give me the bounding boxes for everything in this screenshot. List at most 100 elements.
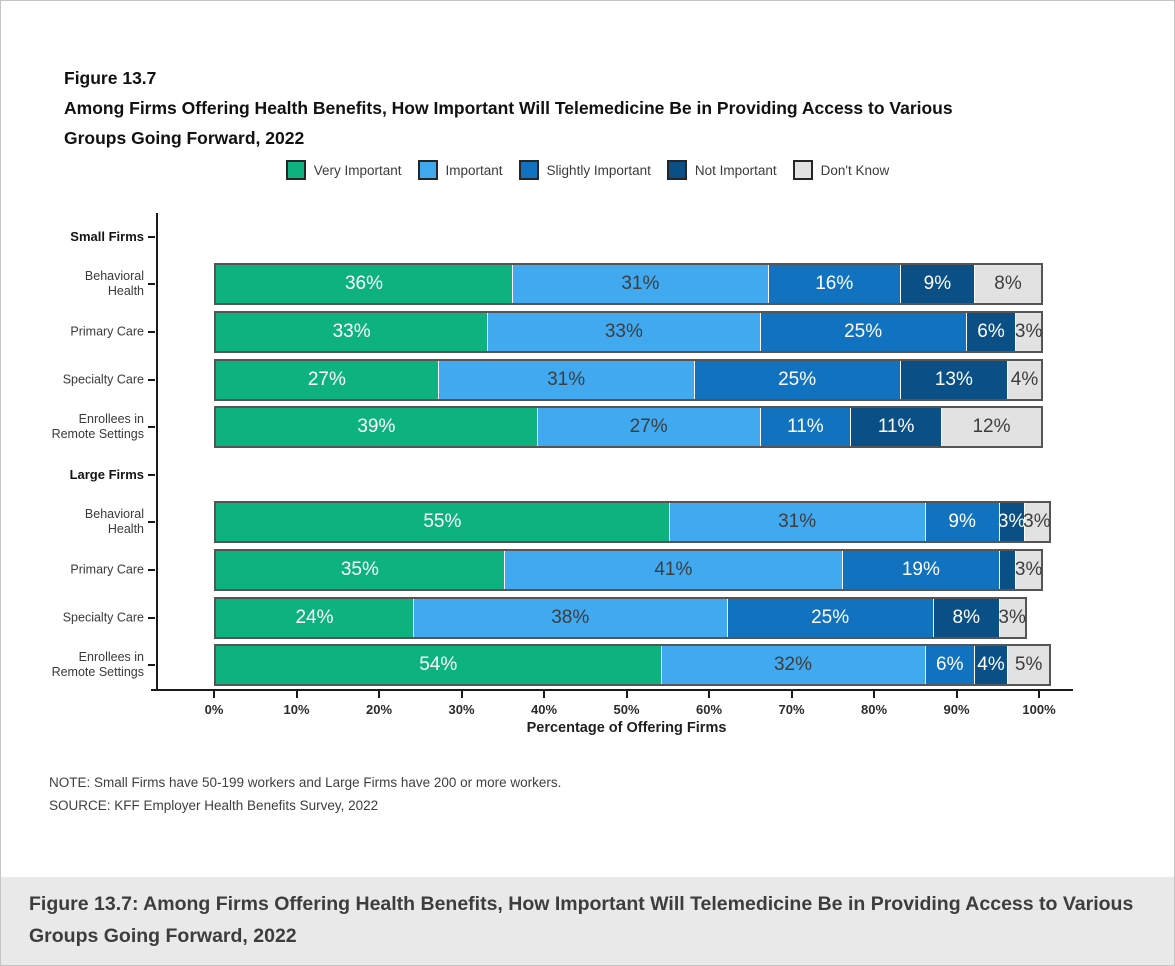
group-header-label: Large Firms <box>69 466 144 482</box>
bar-segment: 39% <box>216 408 538 447</box>
bar-value-label: 8% <box>952 606 980 628</box>
category-tick <box>148 330 155 333</box>
category-tick <box>148 283 155 286</box>
notes-block: NOTE: Small Firms have 50-199 workers an… <box>49 772 561 817</box>
x-axis-tick-label: 100% <box>1022 702 1056 717</box>
x-axis-tick <box>543 691 545 698</box>
bar-value-label: 39% <box>357 416 396 438</box>
bar-value-label: 6% <box>936 654 964 676</box>
bar-segment: 9% <box>925 503 1000 542</box>
stacked-bar: 36% 31% 16% 9% 8% <box>214 263 1043 306</box>
bar-value-label: 36% <box>344 273 384 295</box>
bar-value-label: 9% <box>923 273 952 295</box>
bar-segment: 25% <box>694 360 901 399</box>
bar-value-label: 24% <box>295 606 334 628</box>
legend-swatch-icon <box>666 160 687 180</box>
category-label: Specialty Care <box>62 610 144 625</box>
bar-segment: 31% <box>513 265 769 304</box>
bar-segment: 8% <box>975 265 1041 304</box>
bar-segment: 41% <box>504 550 843 589</box>
bar-segment: 27% <box>537 408 761 447</box>
note-text: NOTE: Small Firms have 50-199 workers an… <box>49 775 562 790</box>
legend-item: Slightly Important <box>518 160 651 180</box>
bar-segment: 55% <box>216 503 670 542</box>
bar-segment: 31% <box>438 360 695 399</box>
bar-value-label: 31% <box>778 511 817 533</box>
bar-value-label: 38% <box>551 606 590 628</box>
x-axis-tick <box>708 691 710 698</box>
x-axis-tick-label: 70% <box>778 702 805 717</box>
bar-value-label: 3% <box>997 511 1026 533</box>
x-axis-tick <box>460 691 463 698</box>
stacked-bar: 55% 31% 9% 3% 3% <box>214 501 1052 544</box>
x-axis-tick <box>378 691 380 698</box>
x-axis-tick-label: 40% <box>530 702 558 717</box>
caption-text: Figure 13.7: Among Firms Offering Health… <box>29 893 1134 947</box>
bar-segment: 33% <box>488 312 761 351</box>
bar-segment: 3% <box>1015 312 1042 351</box>
bar-row: Specialty Care 24% 38% 25% 8% 3% <box>1 594 1101 642</box>
x-axis-tick <box>873 691 875 698</box>
legend-item: Don't Know <box>792 160 890 180</box>
bar-segment: 16% <box>768 265 901 304</box>
x-axis-tick <box>295 691 298 698</box>
bar-segment: 9% <box>900 265 975 304</box>
bar-segment: 13% <box>900 360 1008 399</box>
group-header-label: Small Firms <box>70 229 144 244</box>
bar-segment: 3% <box>998 598 1026 637</box>
x-axis-tick <box>1038 691 1040 698</box>
category-tick <box>148 568 155 571</box>
bar-row: Primary Care 33% 33% 25% 6% 3% <box>1 308 1101 356</box>
bar-value-label: 31% <box>621 273 660 295</box>
category-tick <box>148 664 155 667</box>
legend-swatch-icon <box>285 160 306 180</box>
bar-value-label: 27% <box>307 368 346 390</box>
bar-segment: 25% <box>760 312 967 351</box>
legend-item: Important <box>417 160 503 180</box>
category-tick <box>148 521 155 524</box>
stacked-bar: 33% 33% 25% 6% 3% <box>214 310 1043 353</box>
category-label: Specialty Care <box>62 372 144 387</box>
x-axis-title: Percentage of Offering Firms <box>526 720 727 736</box>
x-axis-tick-label: 0% <box>204 702 224 717</box>
category-label: Behavioral Health <box>84 507 144 537</box>
bar-segment: 19% <box>843 550 1000 589</box>
bar-row: Enrollees in Remote Settings 54% 32% 6% 4% 5% <box>1 641 1101 689</box>
bar-value-label: 4% <box>1010 368 1039 390</box>
bar-segment: 31% <box>669 503 926 542</box>
bar-segment: 54% <box>216 646 662 685</box>
bar-segment: 8% <box>933 598 1000 637</box>
category-tick <box>148 426 155 429</box>
legend-label: Slightly Important <box>546 162 651 178</box>
x-axis-tick-label: 50% <box>613 702 640 717</box>
bar-segment: 6% <box>925 646 975 685</box>
bar-value-label: 12% <box>972 416 1011 438</box>
x-axis-tick-label: 10% <box>283 702 310 717</box>
bar-value-label: 32% <box>773 654 813 676</box>
bar-value-label: 4% <box>977 654 1005 676</box>
legend-swatch-icon <box>518 160 539 180</box>
bar-value-label: 5% <box>1014 654 1043 676</box>
bar-value-label: 9% <box>948 511 976 533</box>
bar-segment: 4% <box>975 646 1008 685</box>
group-header-row: Small Firms <box>1 213 1101 261</box>
chart-legend: Very Important Important Slightly Importan… <box>1 160 1174 180</box>
x-axis-tick <box>625 691 628 698</box>
x-axis-tick-label: 30% <box>448 702 475 717</box>
stacked-bar: 35% 41% 19% 3% <box>214 548 1043 591</box>
legend-item: Not Important <box>666 160 777 180</box>
chart-rows: Small Firms Behavioral Health 36% 31% 16% 9% 8… <box>1 213 1101 689</box>
bar-row: Behavioral Health 36% 31% 16% 9% 8% <box>1 261 1101 309</box>
legend-label: Important <box>445 162 503 178</box>
bar-value-label: 3% <box>1014 558 1043 580</box>
x-axis-tick <box>213 691 215 698</box>
bar-value-label: 33% <box>604 320 643 342</box>
legend-label: Don't Know <box>820 162 890 178</box>
category-label: Primary Care <box>70 562 144 577</box>
bar-value-label: 3% <box>998 606 1026 628</box>
stacked-bar: 27% 31% 25% 13% 4% <box>214 358 1043 401</box>
stacked-bar: 54% 32% 6% 4% 5% <box>214 644 1052 687</box>
bar-segment: 3% <box>1023 503 1051 542</box>
bar-value-label: 41% <box>654 558 693 580</box>
bar-value-label: 25% <box>844 320 883 342</box>
